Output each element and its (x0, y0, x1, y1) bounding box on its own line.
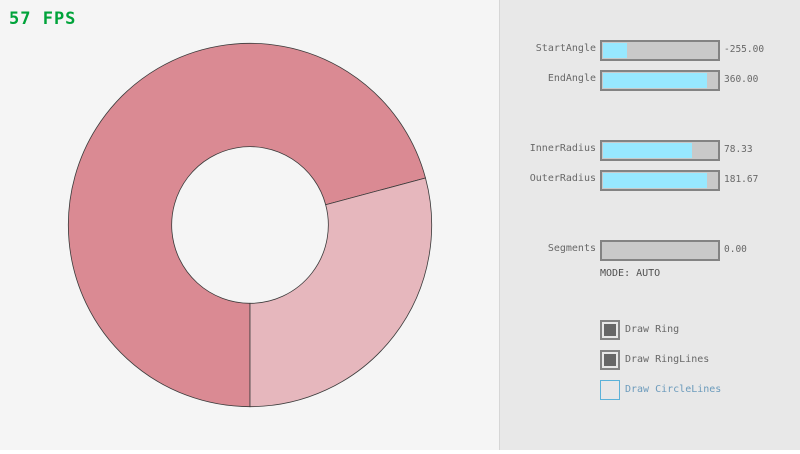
slider-label: InnerRadius (529, 143, 596, 154)
slider-segments: Segments 0.00 (500, 240, 800, 261)
slider-label: StartAngle (535, 43, 596, 54)
slider-start-angle: StartAngle -255.00 (500, 40, 800, 61)
slider-label: EndAngle (547, 73, 596, 84)
end-angle-slider[interactable] (600, 70, 720, 91)
ring-segment-overlap (67, 42, 426, 408)
ring-segment-single (249, 177, 433, 408)
slider-end-angle: EndAngle 360.00 (500, 70, 800, 91)
slider-value: 181.67 (724, 174, 759, 185)
fps-counter: 57 FPS (9, 9, 77, 29)
slider-label: OuterRadius (529, 173, 596, 184)
slider-value: 0.00 (724, 244, 747, 255)
draw-ring-checkbox[interactable]: Draw Ring (600, 320, 679, 340)
slider-inner-radius: InnerRadius 78.33 (500, 140, 800, 161)
controls-panel: StartAngle -255.00 EndAngle 360.00 Inner… (499, 0, 800, 450)
checkbox-label: Draw CircleLines (625, 384, 722, 395)
checkbox-label: Draw RingLines (625, 354, 710, 365)
mode-label: MODE: AUTO (600, 268, 661, 279)
checkbox-label: Draw Ring (625, 324, 680, 335)
segments-slider[interactable] (600, 240, 720, 261)
slider-value: -255.00 (724, 44, 765, 55)
outer-radius-slider[interactable] (600, 170, 720, 191)
slider-value: 78.33 (724, 144, 753, 155)
slider-value: 360.00 (724, 74, 759, 85)
ring-canvas (67, 42, 433, 408)
inner-radius-slider[interactable] (600, 140, 720, 161)
slider-label: Segments (547, 243, 596, 254)
start-angle-slider[interactable] (600, 40, 720, 61)
draw-ringlines-checkbox[interactable]: Draw RingLines (600, 350, 709, 370)
canvas-area: 57 FPS (9, 9, 433, 408)
slider-outer-radius: OuterRadius 181.67 (500, 170, 800, 191)
draw-circlelines-checkbox[interactable]: Draw CircleLines (600, 380, 721, 400)
